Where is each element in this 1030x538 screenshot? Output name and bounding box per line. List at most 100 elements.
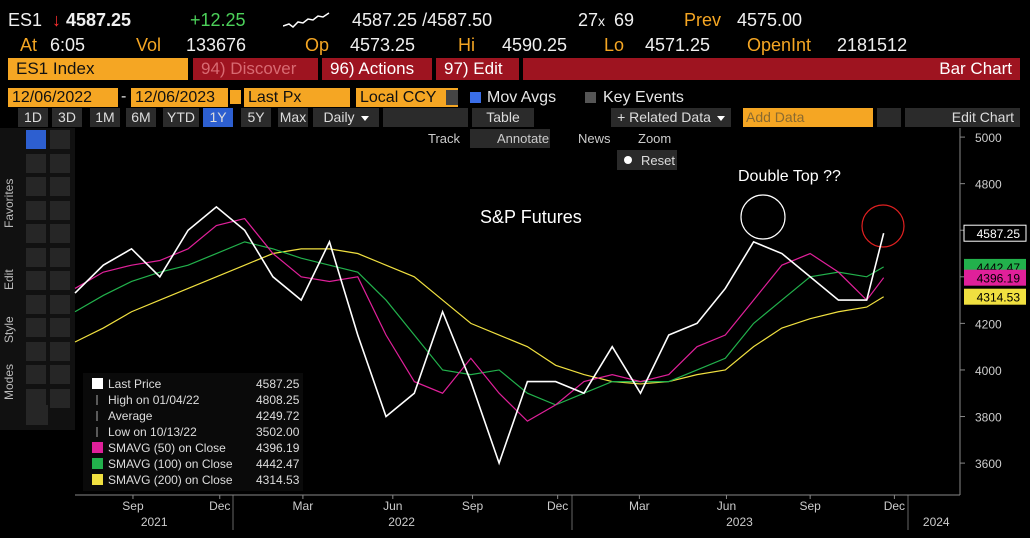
tool-button[interactable] (50, 153, 70, 173)
legend-label: Average (108, 409, 153, 423)
key-events-checkbox[interactable] (585, 92, 596, 103)
tool-button[interactable] (26, 365, 46, 384)
tool-button[interactable] (26, 247, 46, 267)
frequency-text: Daily (323, 109, 355, 125)
tool-button[interactable] (26, 177, 46, 196)
legend: Last Price 4587.25 High on 01/04/22 4808.25… (83, 373, 303, 491)
period-button[interactable]: Max (278, 108, 308, 127)
size-separator: x (598, 13, 605, 29)
ticker: ES1 (8, 10, 43, 30)
tool-button[interactable] (26, 341, 46, 361)
x-tick-label: Sep (799, 499, 821, 513)
open: 4573.25 (350, 35, 416, 55)
end-date[interactable]: 12/06/2023 (131, 88, 228, 107)
tool-button[interactable] (50, 130, 70, 149)
currency-select[interactable]: Local CCY (356, 88, 458, 107)
low-label: Lo (604, 35, 625, 55)
open-label: Op (305, 35, 330, 55)
moving-average-line (74, 241, 884, 406)
mov-avgs-checkbox[interactable] (470, 92, 481, 103)
frequency-select[interactable]: Daily (313, 108, 379, 127)
period-button[interactable]: 1D (18, 108, 48, 127)
legend-value: 4249.72 (256, 409, 300, 423)
annotate-highlight (470, 129, 550, 148)
last-value-label: 4314.53 (977, 291, 1021, 305)
tool-button[interactable] (26, 130, 46, 149)
tool-button[interactable] (26, 388, 46, 408)
settings-button[interactable] (26, 405, 48, 425)
add-data-input[interactable]: Add Data (743, 108, 873, 127)
period-button[interactable]: 3D (52, 108, 82, 127)
tool-button[interactable] (50, 224, 70, 243)
tool-button[interactable] (26, 294, 46, 314)
price-line (74, 205, 885, 466)
tool-button[interactable] (26, 318, 46, 337)
mov-avgs-label: Mov Avgs (487, 89, 557, 106)
legend-label: SMAVG (100) on Close (108, 457, 233, 471)
x-tick-label: Dec (547, 499, 568, 513)
period-button[interactable]: 1M (90, 108, 120, 127)
related-data[interactable]: + Related Data (611, 108, 731, 127)
calendar-icon[interactable] (230, 90, 241, 104)
highlight-circle (861, 204, 905, 248)
tool-button[interactable] (26, 153, 46, 173)
year-label: 2022 (388, 515, 415, 529)
currency-dropdown[interactable] (446, 90, 458, 105)
tool-button[interactable] (50, 247, 70, 267)
tool-button[interactable] (26, 200, 46, 220)
highlight-circle (740, 194, 786, 240)
ask-size: 69 (614, 10, 635, 30)
tool-button[interactable] (50, 271, 70, 290)
bid-ask: 4587.25 /4587.50 (352, 10, 493, 30)
period-button[interactable]: 1Y (203, 108, 233, 127)
discover-menu[interactable]: 94) Discover (193, 58, 318, 80)
table-button[interactable]: Table (472, 108, 534, 127)
year-label: 2021 (141, 515, 168, 529)
tool-button[interactable] (50, 388, 70, 408)
security-box[interactable]: ES1 Index (8, 58, 188, 80)
legend-value: 4808.25 (256, 393, 300, 407)
key-events-label: Key Events (603, 89, 684, 106)
y-tick-label: 3800 (975, 411, 1002, 425)
chart-icons[interactable] (383, 108, 468, 127)
tool-button[interactable] (26, 224, 46, 243)
year-label: 2024 (923, 515, 950, 529)
tool-button[interactable] (50, 365, 70, 384)
reset-button[interactable] (617, 150, 677, 170)
down-arrow: ↓ (52, 10, 61, 30)
tool-button[interactable] (50, 294, 70, 314)
prev: 4575.00 (737, 10, 803, 30)
chart-tool: Zoom (638, 131, 671, 146)
high: 4590.25 (502, 35, 568, 55)
edit-chart-button[interactable]: Edit Chart (905, 108, 1020, 127)
oi: 2181512 (837, 35, 908, 55)
legend-value: 4587.25 (256, 377, 300, 391)
last-value-tag (963, 224, 1027, 242)
last-price: 4587.25 (66, 10, 132, 30)
chart-type: Bar Chart (523, 58, 1020, 80)
field-select[interactable]: Last Px (244, 88, 350, 107)
tool-button[interactable] (50, 177, 70, 196)
period-button[interactable]: 5Y (241, 108, 271, 127)
tool-button[interactable] (50, 318, 70, 337)
change: +12.25 (190, 10, 246, 30)
edit-menu[interactable]: 97) Edit (436, 58, 519, 95)
year-separators (232, 495, 909, 530)
start-date[interactable]: 12/06/2022 (8, 88, 118, 107)
y-tick-label: 4800 (975, 178, 1002, 192)
moving-average-line (74, 248, 884, 385)
tool-button[interactable] (50, 341, 70, 361)
tool-button[interactable] (50, 200, 70, 220)
x-tick-label: Sep (462, 499, 484, 513)
tool-button[interactable] (26, 271, 46, 290)
period-button[interactable]: 6M (126, 108, 156, 127)
period-button[interactable]: YTD (163, 108, 199, 127)
low: 4571.25 (645, 35, 711, 55)
collapse-button[interactable] (877, 108, 901, 127)
bid-size: 27 (578, 10, 599, 30)
chart-tool: Annotate (497, 131, 549, 146)
oi-label: OpenInt (747, 35, 812, 55)
edit-text: 97) Edit (444, 59, 503, 78)
last-value-label: 4396.19 (977, 272, 1021, 286)
last-value-label: 4587.25 (977, 227, 1021, 241)
